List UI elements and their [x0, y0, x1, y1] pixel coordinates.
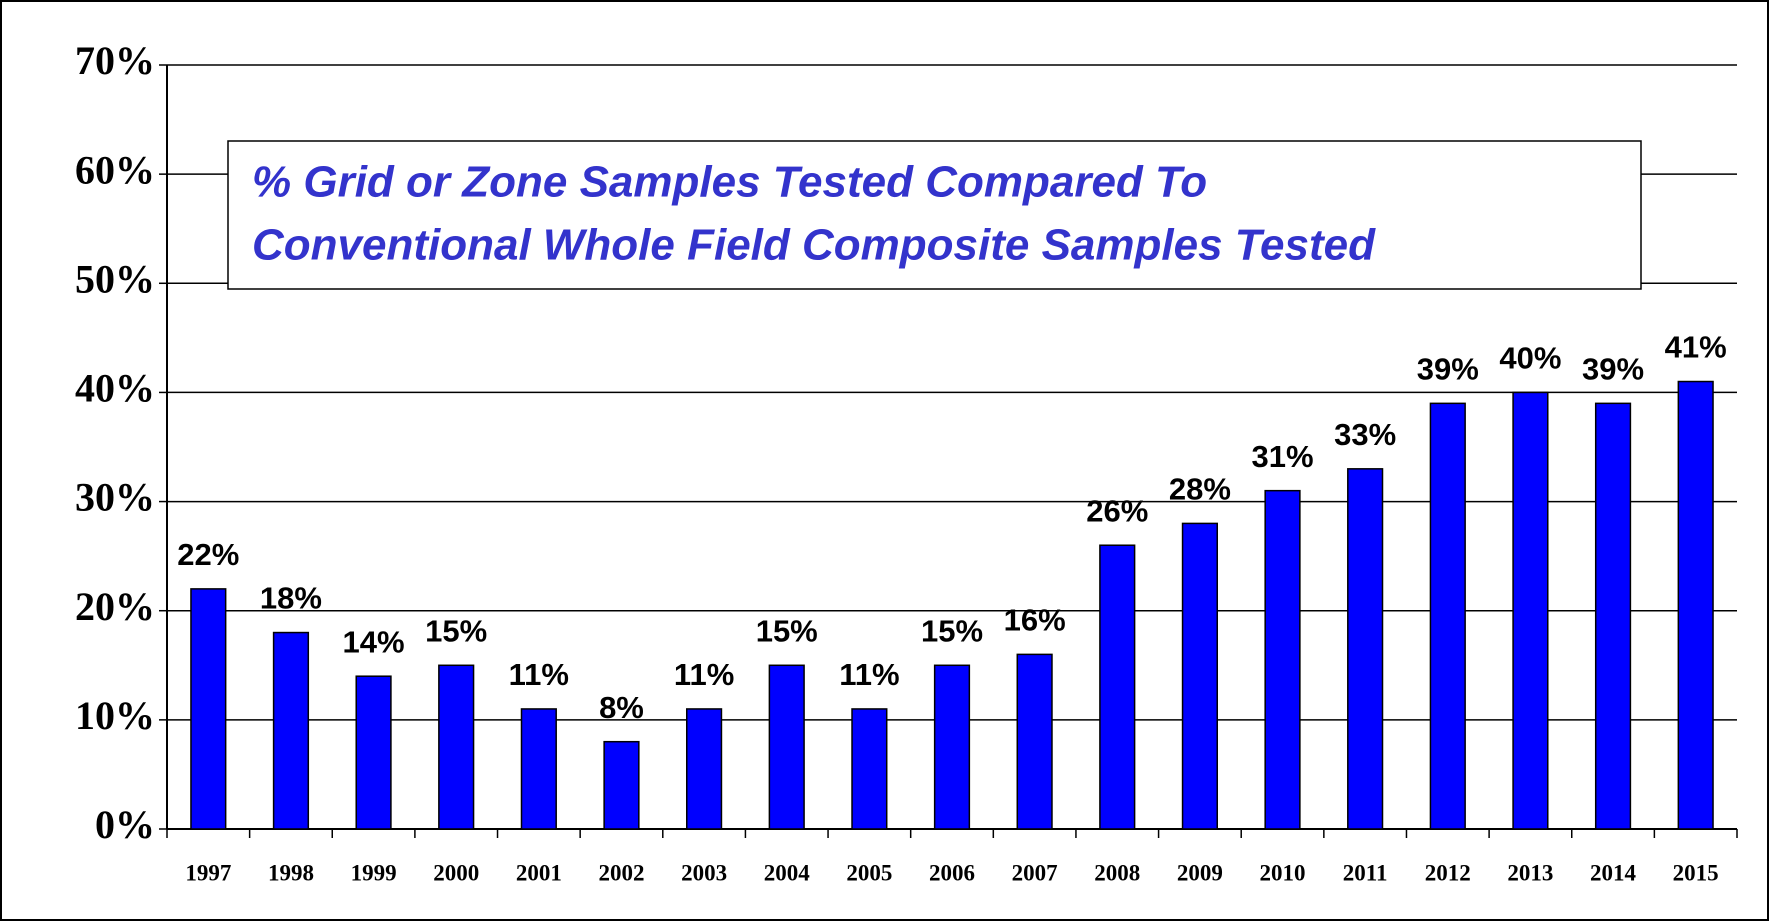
x-tick-label: 1997	[185, 860, 231, 885]
bar	[603, 740, 640, 830]
x-tick-label: 2015	[1673, 860, 1719, 885]
value-label: 18%	[260, 581, 322, 616]
bar	[190, 588, 227, 830]
x-tick-label: 1999	[351, 860, 397, 885]
bar	[272, 631, 310, 830]
x-tick-label: 2010	[1260, 860, 1306, 885]
x-tick-label: 2005	[846, 860, 892, 885]
value-label: 15%	[921, 613, 983, 648]
value-label: 22%	[177, 537, 239, 572]
value-label: 31%	[1252, 439, 1314, 474]
x-tick-label: 2006	[929, 860, 975, 885]
x-tick-label: 1998	[268, 860, 314, 885]
y-tick-label: 50%	[75, 256, 155, 301]
y-tick-label: 20%	[75, 584, 155, 629]
x-tick-label: 2000	[433, 860, 479, 885]
value-label: 40%	[1499, 341, 1561, 376]
bar	[1099, 544, 1136, 830]
x-tick-label: 2002	[598, 860, 644, 885]
bar	[438, 664, 475, 830]
value-label: 14%	[343, 624, 405, 659]
value-label: 39%	[1582, 352, 1644, 387]
bar	[520, 708, 557, 830]
chart-title-line: Conventional Whole Field Composite Sampl…	[252, 221, 1376, 270]
bar	[1594, 402, 1632, 830]
bar	[1677, 380, 1714, 830]
value-label: 39%	[1417, 352, 1479, 387]
title-box: % Grid or Zone Samples Tested Compared T…	[227, 140, 1642, 290]
x-tick-label: 2009	[1177, 860, 1223, 885]
x-tick-label: 2004	[764, 860, 811, 885]
value-label: 8%	[599, 690, 644, 725]
x-tick-label: 2008	[1094, 860, 1140, 885]
y-tick-label: 10%	[75, 693, 155, 738]
bar	[1181, 522, 1218, 830]
y-tick-label: 60%	[75, 147, 155, 192]
bar	[933, 664, 971, 830]
value-label: 11%	[674, 657, 734, 692]
value-label: 15%	[756, 613, 818, 648]
value-label: 41%	[1665, 330, 1727, 365]
x-tick-label: 2001	[516, 860, 562, 885]
value-label: 11%	[509, 657, 569, 692]
value-label: 16%	[1004, 603, 1066, 638]
bar	[1264, 489, 1301, 830]
chart-title-line: % Grid or Zone Samples Tested Compared T…	[252, 158, 1207, 207]
bar	[355, 675, 392, 830]
title-frame	[227, 140, 1642, 290]
x-tick-label: 2014	[1590, 860, 1637, 885]
x-tick-label: 2003	[681, 860, 727, 885]
y-tick-label: 30%	[75, 475, 155, 520]
bar	[768, 664, 805, 830]
y-tick-label: 70%	[75, 38, 155, 83]
value-label: 26%	[1086, 493, 1148, 528]
value-label: 15%	[425, 613, 487, 648]
value-label: 33%	[1334, 417, 1396, 452]
x-tick-label: 2013	[1507, 860, 1553, 885]
bar	[851, 708, 888, 830]
bar	[1016, 653, 1053, 830]
bar	[1512, 391, 1549, 830]
bar	[1347, 468, 1384, 830]
bar	[686, 708, 723, 830]
x-tick-label: 2007	[1012, 860, 1058, 885]
value-label: 28%	[1169, 472, 1231, 507]
y-tick-label: 0%	[95, 802, 155, 847]
value-label: 11%	[839, 657, 899, 692]
x-tick-label: 2011	[1343, 860, 1388, 885]
plot-area: 0% 10% 20% 30% 40% 50% 60% 70% 1997 22% 1998 18% 199…	[75, 38, 1738, 885]
y-tick-label: 40%	[75, 366, 155, 411]
bar	[1429, 402, 1466, 830]
x-tick-label: 2012	[1425, 860, 1471, 885]
